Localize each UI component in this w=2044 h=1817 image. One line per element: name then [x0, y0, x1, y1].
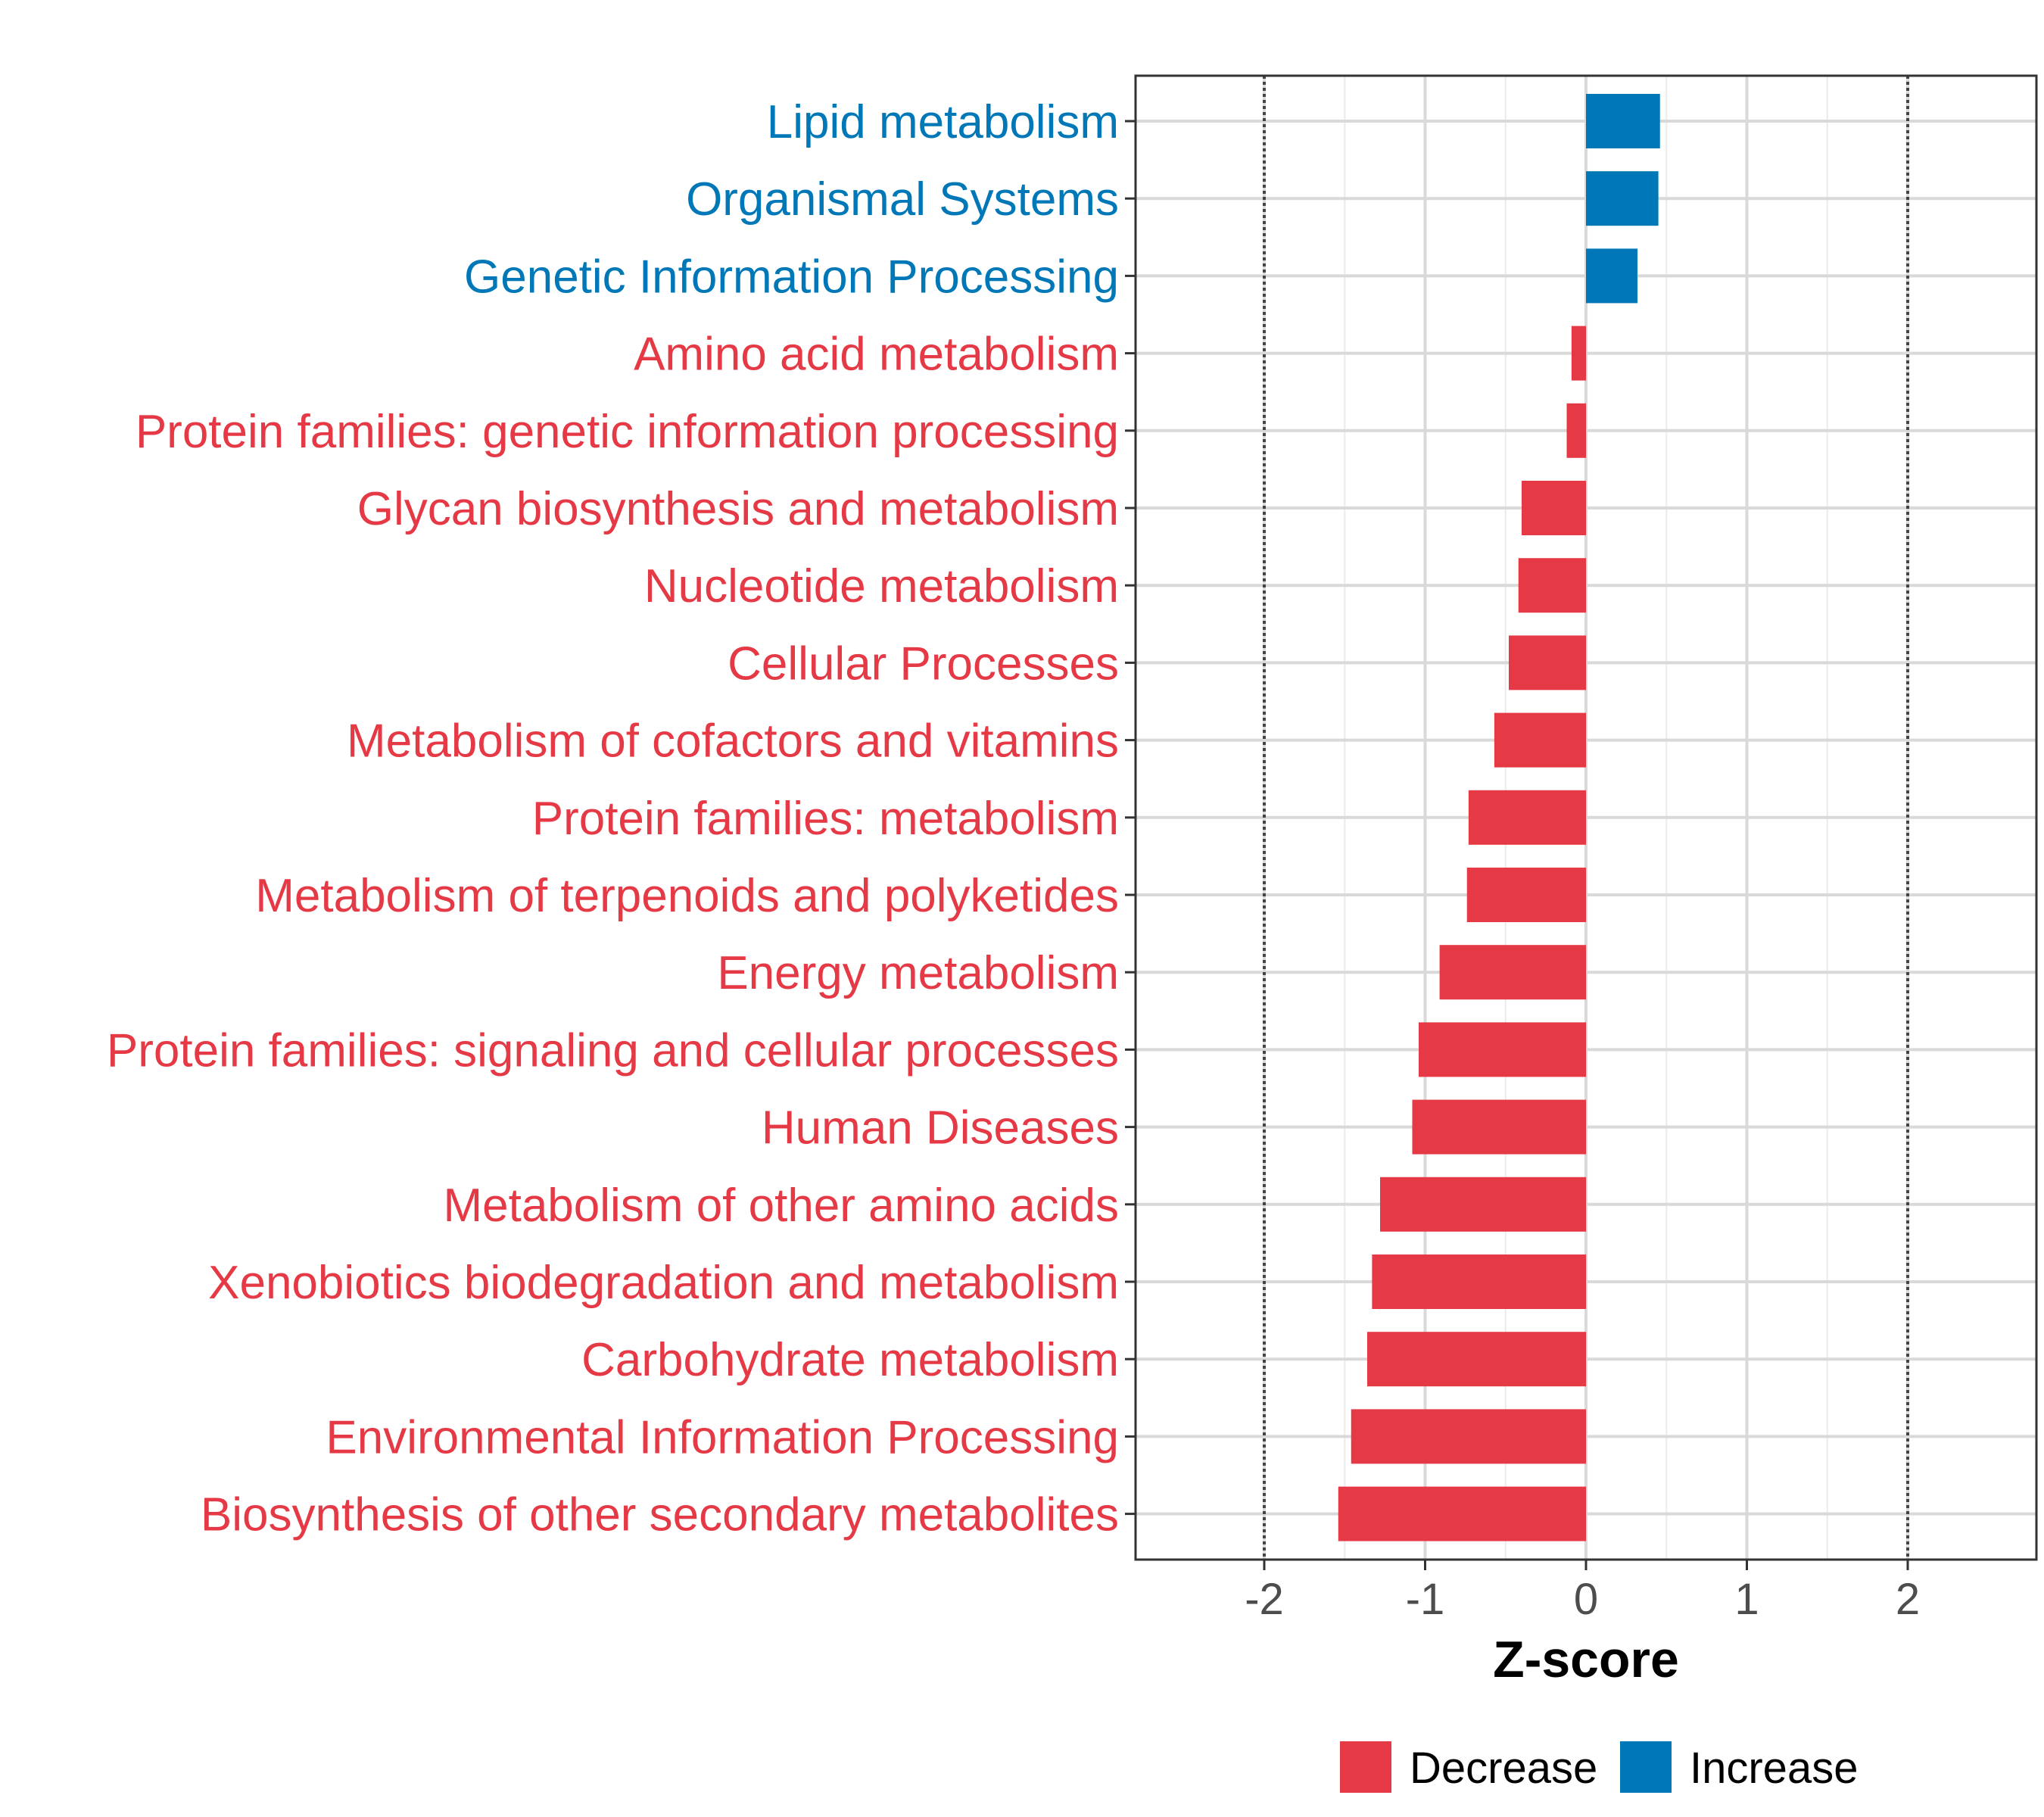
bar [1518, 558, 1586, 613]
category-label: Protein families: genetic information pr… [136, 406, 1119, 458]
x-tick-label: 2 [1896, 1575, 1920, 1624]
bar [1367, 1332, 1586, 1387]
bar [1419, 1022, 1586, 1077]
bar [1509, 635, 1586, 690]
legend-label: Decrease [1410, 1744, 1597, 1793]
bar [1412, 1099, 1586, 1155]
bar [1466, 868, 1586, 922]
category-label: Protein families: signaling and cellular… [107, 1024, 1119, 1077]
bar [1494, 712, 1586, 768]
legend-key [1620, 1741, 1672, 1793]
category-label: Biosynthesis of other secondary metaboli… [201, 1489, 1119, 1541]
category-label: Metabolism of other amino acids [443, 1180, 1119, 1232]
legend-label: Increase [1690, 1744, 1858, 1793]
x-axis-title: Z-score [1493, 1631, 1679, 1688]
x-tick-label: 0 [1574, 1575, 1598, 1624]
category-label: Environmental Information Processing [326, 1411, 1119, 1463]
bar [1586, 171, 1659, 226]
x-tick-label: -1 [1406, 1575, 1445, 1624]
legend-key [1340, 1741, 1391, 1793]
category-label: Metabolism of cofactors and vitamins [347, 715, 1119, 768]
category-label: Protein families: metabolism [532, 793, 1119, 845]
x-tick-label: 1 [1734, 1575, 1759, 1624]
bar [1522, 481, 1586, 535]
bar [1439, 945, 1586, 1000]
y-tick-layer: Lipid metabolism Organismal Systems Geneti… [107, 96, 1136, 1541]
bar [1586, 94, 1660, 148]
category-label: Nucleotide metabolism [644, 560, 1119, 612]
bar [1566, 403, 1586, 458]
category-label: Amino acid metabolism [634, 329, 1119, 381]
category-label: Xenobiotics biodegradation and metabolis… [208, 1257, 1119, 1309]
bar [1351, 1409, 1586, 1464]
bar [1571, 326, 1586, 381]
category-label: Organismal Systems [686, 173, 1119, 226]
category-label: Lipid metabolism [767, 96, 1119, 148]
x-tick-layer: -2 -1 0 1 2 [1245, 1560, 1920, 1624]
category-label: Carbohydrate metabolism [581, 1334, 1119, 1386]
bar [1586, 248, 1637, 304]
bars-layer [1338, 94, 1660, 1541]
category-label: Genetic Information Processing [464, 251, 1119, 303]
legend: Decrease Increase [1340, 1741, 1858, 1793]
x-tick-label: -2 [1245, 1575, 1284, 1624]
category-label: Glycan biosynthesis and metabolism [357, 483, 1119, 535]
category-label: Human Diseases [762, 1102, 1119, 1155]
bar [1468, 790, 1586, 845]
category-label: Cellular Processes [728, 637, 1119, 690]
reference-lines-layer [1263, 76, 1909, 1560]
bar [1372, 1254, 1586, 1309]
category-label: Energy metabolism [717, 947, 1119, 999]
category-label: Metabolism of terpenoids and polyketides [255, 870, 1119, 922]
bar [1338, 1486, 1586, 1541]
bar [1380, 1177, 1586, 1232]
